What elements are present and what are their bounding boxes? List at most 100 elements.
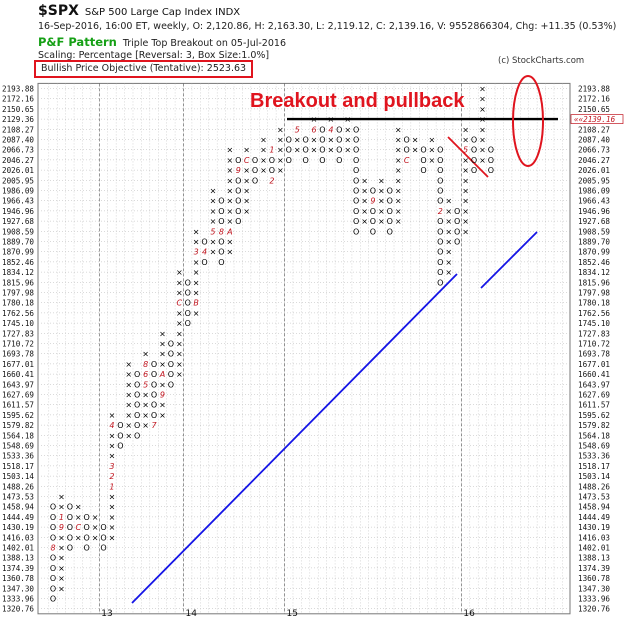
price-tick-right: 2193.88 [578, 85, 610, 94]
x-box: × [58, 554, 65, 563]
bullish-support-line [131, 273, 458, 604]
month-marker: 9 [236, 166, 241, 175]
x-box: × [445, 248, 452, 257]
o-box: O [353, 136, 359, 145]
x-box: × [412, 146, 419, 155]
x-box: × [395, 197, 402, 206]
x-box: × [226, 146, 233, 155]
x-box: × [412, 136, 419, 145]
x-box: × [210, 248, 217, 257]
price-tick-left: 1388.13 [2, 554, 34, 563]
price-tick-right: 1458.94 [578, 503, 610, 512]
o-box: O [67, 513, 73, 522]
o-box: O [218, 238, 224, 247]
x-box: × [109, 533, 116, 542]
price-tick-right: 1503.14 [578, 472, 610, 481]
stockcharts-credit: (c) StockCharts.com [498, 56, 585, 66]
month-marker: 9 [160, 391, 165, 400]
current-price-box [570, 114, 624, 124]
o-box: O [134, 411, 140, 420]
x-box: × [378, 197, 385, 206]
o-box: O [286, 136, 292, 145]
month-marker: 4 [109, 421, 114, 430]
month-marker: C [177, 299, 183, 308]
o-box: O [235, 156, 241, 165]
x-box: × [378, 176, 385, 185]
price-tick-left: 1870.99 [2, 248, 34, 257]
o-box: O [353, 125, 359, 134]
x-box: × [142, 411, 149, 420]
x-box: × [395, 156, 402, 165]
o-box: O [235, 187, 241, 196]
o-box: O [117, 421, 123, 430]
price-tick-left: 1503.14 [2, 472, 34, 481]
x-box: × [58, 564, 65, 573]
x-box: × [462, 176, 469, 185]
x-box: × [176, 278, 183, 287]
o-box: O [218, 258, 224, 267]
o-box: O [302, 146, 308, 155]
o-box: O [185, 299, 191, 308]
x-box: × [395, 187, 402, 196]
x-box: × [226, 156, 233, 165]
x-box: × [361, 176, 368, 185]
price-tick-left: 1834.12 [2, 268, 34, 277]
o-box: O [67, 533, 73, 542]
o-box: O [50, 574, 56, 583]
month-marker: 3 [194, 248, 199, 257]
price-tick-right: 1430.19 [578, 523, 610, 532]
x-box: × [361, 207, 368, 216]
x-box: × [142, 391, 149, 400]
o-box: O [134, 401, 140, 410]
x-box: × [479, 115, 486, 124]
o-box: O [67, 544, 73, 553]
x-box: × [125, 401, 132, 410]
o-box: O [50, 554, 56, 563]
o-box: O [454, 238, 460, 247]
month-marker: 5 [463, 146, 468, 155]
o-box: O [117, 431, 123, 440]
x-box: × [176, 309, 183, 318]
o-box: O [387, 207, 393, 216]
o-box: O [252, 156, 258, 165]
o-box: O [437, 166, 443, 175]
x-box: × [260, 156, 267, 165]
o-box: O [168, 350, 174, 359]
x-box: × [277, 156, 284, 165]
price-tick-right: 1518.17 [578, 462, 610, 471]
o-box: O [100, 523, 106, 532]
price-tick-left: 1402.01 [2, 544, 34, 553]
x-box: × [210, 207, 217, 216]
x-box: × [210, 238, 217, 247]
price-tick-left: 2087.40 [2, 136, 34, 145]
price-tick-left: 2172.16 [2, 95, 34, 104]
price-tick-right: 1627.69 [578, 391, 610, 400]
x-box: × [58, 533, 65, 542]
month-marker: 2 [269, 176, 274, 185]
o-box: O [50, 584, 56, 593]
price-tick-right: 1374.39 [578, 564, 610, 573]
x-box: × [277, 146, 284, 155]
o-box: O [370, 187, 376, 196]
o-box: O [151, 370, 157, 379]
o-box: O [168, 380, 174, 389]
x-box: × [344, 125, 351, 134]
x-box: × [344, 136, 351, 145]
x-box: × [462, 136, 469, 145]
o-box: O [336, 156, 342, 165]
o-box: O [420, 146, 426, 155]
x-box: × [159, 411, 166, 420]
o-box: O [336, 146, 342, 155]
x-box: × [429, 156, 436, 165]
price-tick-left: 1946.96 [2, 207, 34, 216]
o-box: O [319, 136, 325, 145]
x-box: × [159, 329, 166, 338]
price-tick-right: 2150.65 [578, 105, 610, 114]
month-marker: C [404, 156, 410, 165]
month-marker: A [159, 370, 165, 379]
month-marker: 6 [143, 370, 148, 379]
o-box: O [454, 217, 460, 226]
x-box: × [176, 268, 183, 277]
o-box: O [151, 380, 157, 389]
x-box: × [226, 238, 233, 247]
